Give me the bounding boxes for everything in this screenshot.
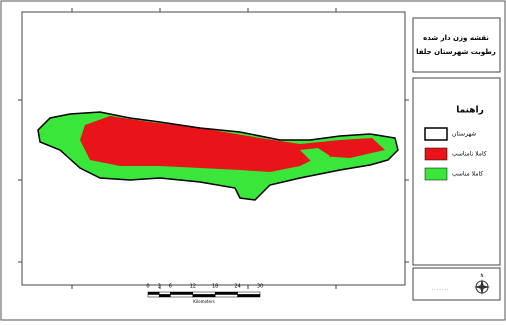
legend-title: راهنما bbox=[456, 106, 484, 116]
frame-ticks bbox=[18, 8, 409, 289]
legend-swatch bbox=[424, 167, 448, 181]
legend-label: کاملا مناسب bbox=[452, 171, 483, 178]
legend-label: کاملا نامناسب bbox=[452, 151, 487, 158]
scale-segment bbox=[147, 294, 160, 298]
scale-label: 12 bbox=[190, 284, 196, 290]
legend-swatch bbox=[424, 127, 448, 141]
legend: شهرستان کاملا نامناسب کاملا مناسب bbox=[424, 127, 487, 181]
scale-unit: Kilometers bbox=[193, 299, 214, 304]
scale-label: 6 bbox=[169, 284, 172, 290]
title-box bbox=[412, 17, 501, 73]
legend-swatch bbox=[424, 147, 448, 161]
map-title: نقشه وزن دار شده bbox=[423, 34, 489, 42]
scale-segment bbox=[170, 294, 194, 298]
scale-segment bbox=[158, 291, 171, 295]
scale-label: 0 bbox=[146, 284, 149, 290]
scale-segment bbox=[192, 291, 216, 295]
credit: · · · · · · · bbox=[432, 287, 449, 292]
scale-label: 24 bbox=[234, 284, 240, 290]
suitable-area bbox=[300, 148, 330, 162]
scale-label: 18 bbox=[212, 284, 218, 290]
north-label: N bbox=[481, 273, 484, 278]
legend-label: شهرستان bbox=[452, 131, 476, 138]
scale-segment bbox=[147, 291, 160, 295]
map-title: رطوبت شهرستان جلفا bbox=[416, 48, 496, 56]
scale-label: 3 bbox=[158, 284, 161, 290]
scale-segment bbox=[237, 291, 261, 295]
scale-bar: 0 3 6 12 18 24 30 Kilometers bbox=[146, 284, 263, 305]
north-box bbox=[412, 267, 501, 301]
scale-segment bbox=[170, 291, 194, 295]
scale-segment bbox=[214, 291, 238, 295]
scale-label: 30 bbox=[257, 284, 263, 290]
scale-segment bbox=[158, 294, 171, 298]
scale-segment bbox=[237, 294, 261, 298]
scale-segment bbox=[192, 294, 216, 298]
scale-segment bbox=[214, 294, 238, 298]
county-boundary bbox=[37, 111, 399, 201]
north-arrow bbox=[474, 285, 490, 289]
